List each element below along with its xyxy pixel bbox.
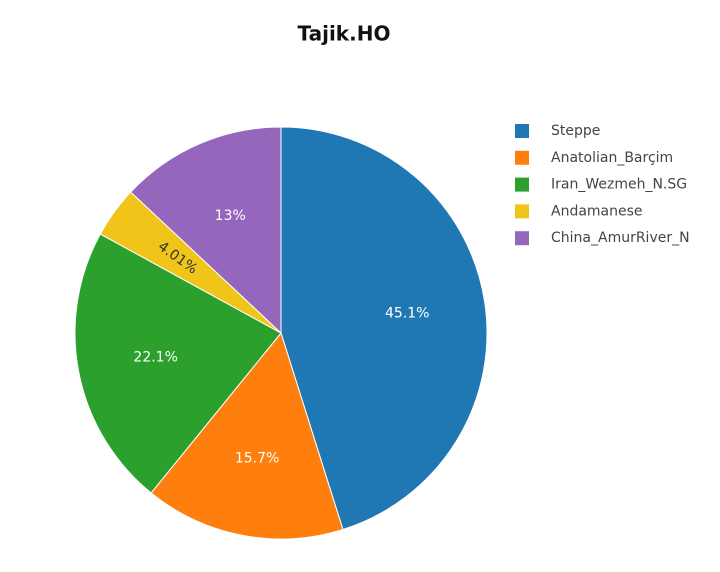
legend-swatch [515,204,529,219]
data-label: 13% [215,208,246,224]
pie-slice [130,126,282,335]
data-label: 15.7% [235,450,279,466]
legend-label: Andamanese [551,203,643,219]
legend-swatch [515,150,529,165]
legend-swatch [515,124,529,138]
legend-label: Anatolian_Barçim [551,150,673,166]
pie-slice [280,126,488,531]
data-label: 22.1% [133,350,177,366]
legend-label: Steppe [551,123,600,139]
legend-label: China_AmurRiver_N [551,230,690,246]
legend-swatch [515,177,529,192]
pie-slice [150,331,344,540]
legend-label: Iran_Wezmeh_N.SG [551,177,687,193]
pie-slice [74,233,282,494]
legend-swatch [515,231,529,246]
chart-title: Tajik.HO [298,22,391,46]
data-label: 45.1% [385,306,429,322]
